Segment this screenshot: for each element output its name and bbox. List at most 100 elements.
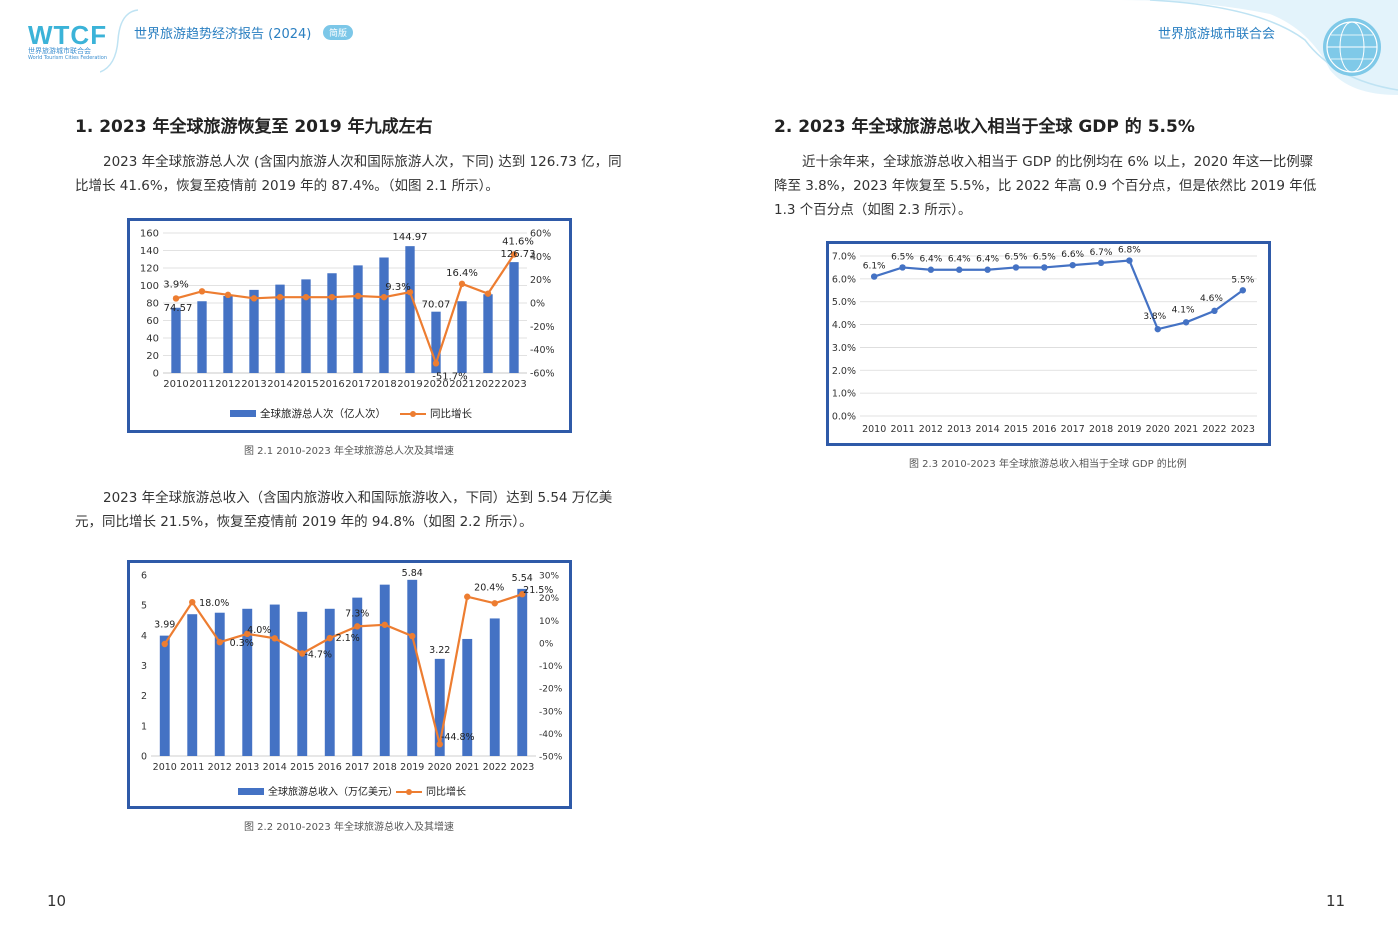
legend-line-marker bbox=[406, 789, 412, 795]
bar bbox=[517, 588, 528, 756]
y-tick-label: 0.0% bbox=[832, 412, 856, 423]
line-data-label: 0.3% bbox=[230, 638, 254, 649]
y-right-tick-label: -20% bbox=[530, 322, 555, 333]
section-title-left: 1. 2023 年全球旅游恢复至 2019 年九成左右 bbox=[75, 117, 433, 137]
y-tick-label: 5.0% bbox=[832, 297, 856, 308]
y-right-tick-label: 20% bbox=[539, 594, 559, 604]
gdp-point bbox=[1154, 325, 1161, 333]
paragraph-visitors: 2023 年全球旅游总人次 (含国内旅游人次和国际旅游人次，下同) 达到 126… bbox=[75, 154, 622, 194]
legend-line-label: 同比增长 bbox=[426, 785, 466, 798]
gdp-point bbox=[1012, 264, 1020, 271]
x-tick-label: 2019 bbox=[400, 762, 424, 773]
x-tick-label: 2015 bbox=[1004, 424, 1028, 435]
line-data-label: -4.7% bbox=[304, 650, 332, 661]
page-number-right: 11 bbox=[1326, 892, 1346, 910]
bar bbox=[327, 273, 337, 373]
growth-point bbox=[302, 293, 310, 301]
y-tick-label: 4.0% bbox=[832, 320, 856, 331]
y-right-tick-label: -20% bbox=[539, 685, 563, 695]
x-tick-label: 2011 bbox=[189, 379, 214, 390]
bar-data-label: 126.73 bbox=[501, 249, 536, 260]
bar bbox=[405, 246, 415, 373]
bar bbox=[223, 296, 233, 373]
gdp-data-label: 6.6% bbox=[1061, 250, 1084, 260]
bar bbox=[483, 294, 493, 373]
line-data-label: 18.0% bbox=[199, 598, 229, 609]
bar-data-label: 3.99 bbox=[154, 620, 175, 631]
x-tick-label: 2020 bbox=[428, 762, 452, 773]
x-tick-label: 2011 bbox=[180, 762, 204, 773]
gdp-point bbox=[1211, 307, 1218, 315]
legend-line-marker bbox=[410, 411, 416, 417]
x-tick-label: 2020 bbox=[1146, 424, 1170, 435]
x-tick-label: 2021 bbox=[1174, 424, 1198, 435]
gdp-point bbox=[1041, 264, 1048, 271]
y-left-tick-label: 2 bbox=[141, 691, 147, 702]
x-tick-label: 2023 bbox=[501, 379, 526, 390]
bar bbox=[353, 265, 363, 373]
gdp-point bbox=[870, 273, 878, 280]
org-name: 世界旅游城市联合会 bbox=[1158, 27, 1276, 42]
gdp-data-label: 6.5% bbox=[891, 252, 914, 262]
header-logo: WTCF 世界旅游城市联合会 World Tourism Cities Fede… bbox=[0, 0, 140, 70]
x-tick-label: 2022 bbox=[1202, 424, 1226, 435]
bar bbox=[489, 618, 500, 756]
gdp-data-label: 6.4% bbox=[976, 255, 999, 265]
growth-point bbox=[250, 295, 258, 302]
growth-point bbox=[299, 650, 306, 657]
bar bbox=[297, 611, 308, 756]
y-left-tick-label: 80 bbox=[146, 299, 159, 310]
y-left-tick-label: 140 bbox=[140, 246, 159, 257]
y-tick-label: 6.0% bbox=[832, 274, 856, 285]
x-tick-label: 2023 bbox=[1231, 424, 1255, 435]
y-right-tick-label: -10% bbox=[539, 662, 563, 672]
y-left-tick-label: 60 bbox=[146, 316, 159, 327]
x-tick-label: 2010 bbox=[862, 424, 886, 435]
y-right-tick-label: -50% bbox=[539, 753, 563, 763]
chart-revenue-frame: 0 1 2 3 4 5 6 -50% -40% -30% -20% -10% 0% 10% 20% 30% 20… bbox=[127, 560, 572, 809]
bar bbox=[171, 307, 181, 373]
bar-data-label: 70.07 bbox=[422, 300, 451, 311]
growth-point bbox=[161, 640, 168, 648]
y-left-tick-label: 0 bbox=[153, 369, 159, 380]
bar-data-label: 144.97 bbox=[393, 232, 428, 243]
caption-chart-visitors: 图 2.1 2010-2023 年全球旅游总人次及其增速 bbox=[244, 446, 454, 457]
bar bbox=[434, 658, 445, 756]
bar bbox=[242, 608, 253, 756]
growth-point bbox=[406, 288, 414, 296]
growth-point bbox=[432, 360, 440, 367]
gdp-data-label: 4.6% bbox=[1200, 294, 1223, 304]
gdp-data-label: 6.8% bbox=[1118, 246, 1141, 256]
page-number-left: 10 bbox=[47, 892, 67, 910]
x-tick-label: 2013 bbox=[947, 424, 971, 435]
gdp-point bbox=[1126, 257, 1133, 264]
bar bbox=[431, 311, 441, 373]
x-tick-label: 2019 bbox=[397, 379, 422, 390]
line-data-label: 41.6% bbox=[502, 236, 534, 247]
gdp-data-label: 6.4% bbox=[948, 255, 971, 265]
growth-point bbox=[271, 635, 278, 642]
y-right-tick-label: 40% bbox=[530, 252, 551, 263]
growth-point bbox=[510, 251, 518, 258]
x-tick-label: 2014 bbox=[263, 762, 287, 773]
bar bbox=[457, 301, 467, 373]
y-left-tick-label: 160 bbox=[140, 229, 159, 240]
x-tick-label: 2016 bbox=[1032, 424, 1056, 435]
caption-chart-revenue: 图 2.2 2010-2023 年全球旅游总收入及其增速 bbox=[244, 822, 454, 833]
bar bbox=[407, 579, 418, 756]
x-tick-label: 2010 bbox=[153, 762, 177, 773]
growth-point bbox=[484, 290, 492, 297]
gdp-data-label: 6.4% bbox=[919, 255, 942, 265]
chart-revenue: 0 1 2 3 4 5 6 -50% -40% -30% -20% -10% 0% 10% 20% 30% 20… bbox=[141, 568, 563, 798]
paragraph-revenue: 2023 年全球旅游总收入（含国内旅游收入和国际旅游收入，下同）达到 5.54 … bbox=[75, 490, 613, 530]
gdp-data-label: 6.1% bbox=[863, 262, 886, 272]
x-tick-label: 2016 bbox=[319, 379, 344, 390]
bar bbox=[301, 279, 311, 373]
gdp-data-label: 6.5% bbox=[1033, 252, 1056, 262]
x-tick-label: 2017 bbox=[1061, 424, 1085, 435]
gdp-point bbox=[1097, 259, 1105, 267]
x-tick-label: 2016 bbox=[318, 762, 342, 773]
growth-point bbox=[464, 593, 471, 600]
line-data-label: 16.4% bbox=[446, 268, 478, 279]
growth-point bbox=[381, 621, 388, 628]
